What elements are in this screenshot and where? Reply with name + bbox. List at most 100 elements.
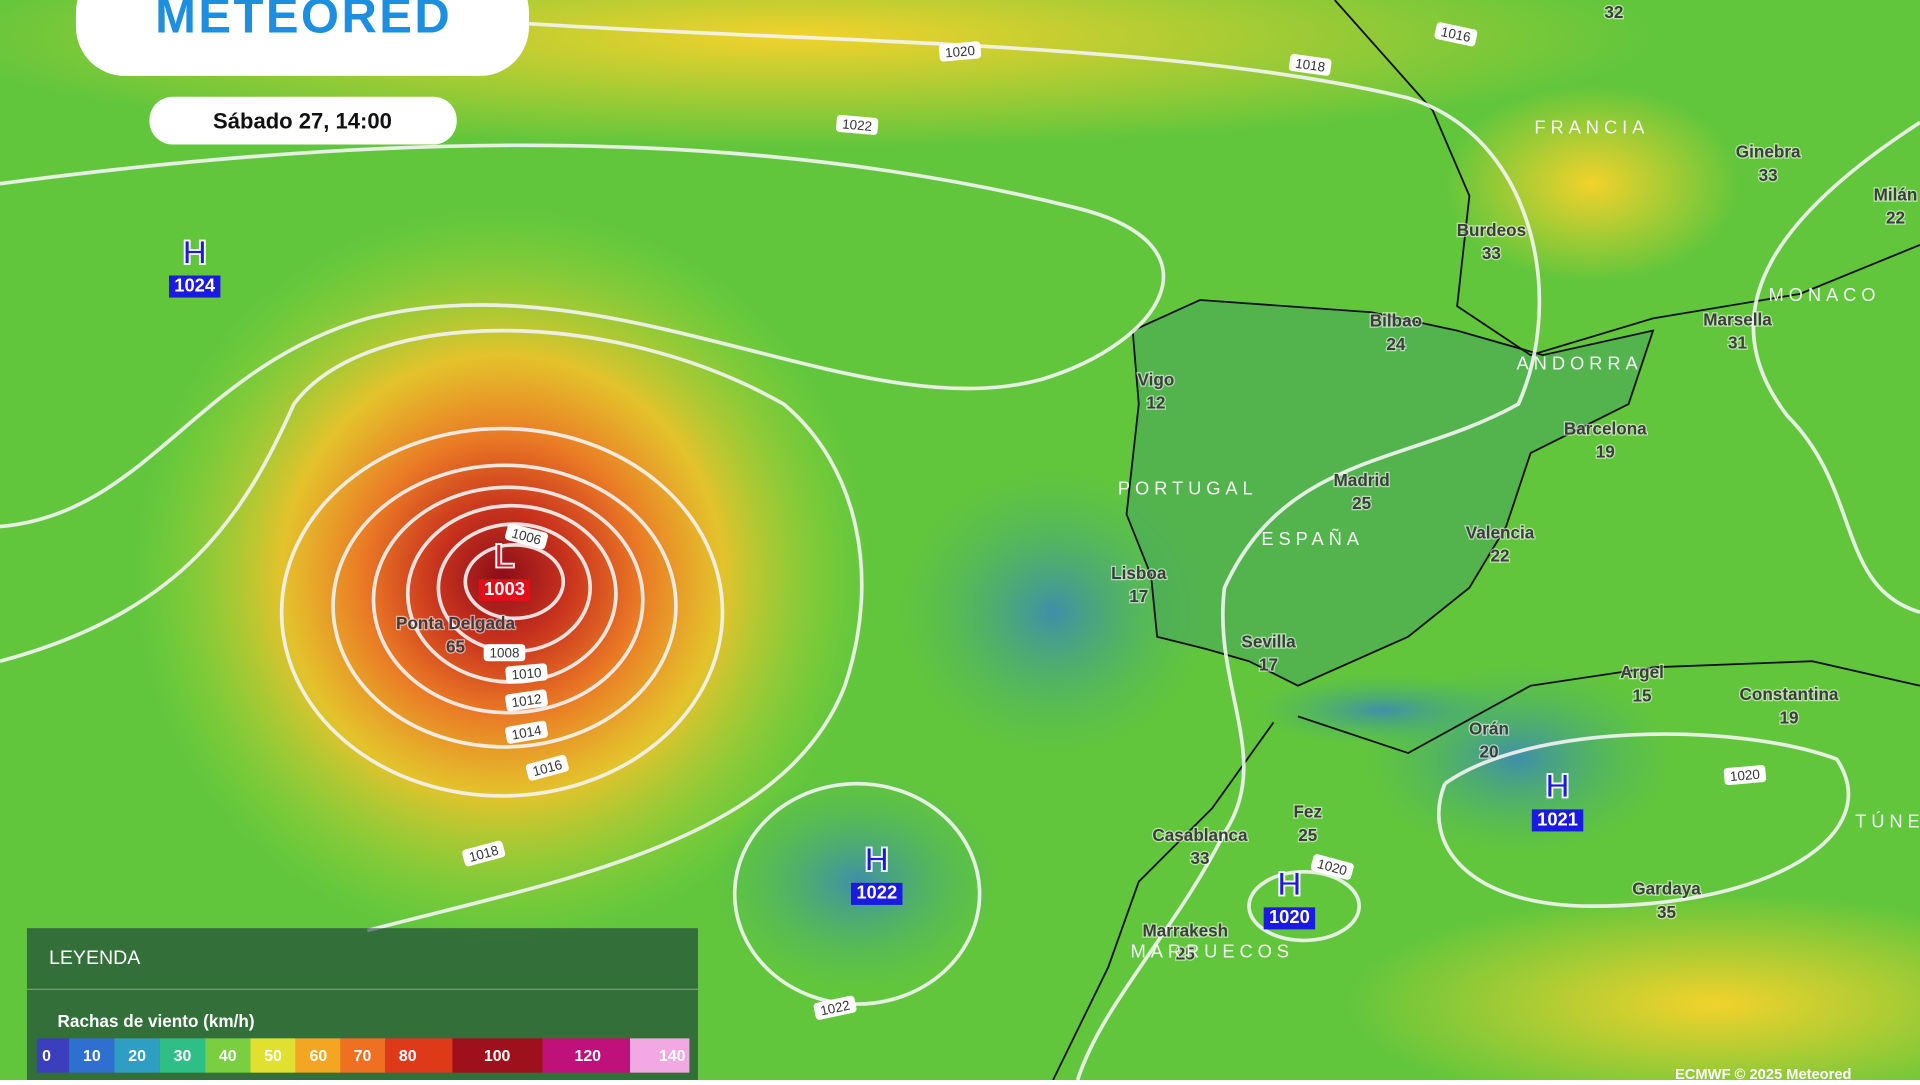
isobar-label-bg xyxy=(1288,53,1332,76)
isobar-label-text: 1016 xyxy=(531,757,564,779)
isobar-label-bg xyxy=(1723,765,1767,786)
city-name: Marsella xyxy=(1703,309,1772,329)
city-gust: 15 xyxy=(1633,685,1653,705)
time-pill xyxy=(149,96,457,145)
legend-label: 60 xyxy=(310,1048,328,1065)
city-gust: 33 xyxy=(1482,243,1501,263)
city-name: Burdeos xyxy=(1457,220,1526,240)
isobar-label-text: 1018 xyxy=(1294,56,1326,75)
city-gust: 19 xyxy=(1596,442,1615,462)
city-gust: 25 xyxy=(1352,493,1372,513)
isobar-label-text: 1014 xyxy=(511,722,544,742)
city-name: Ponta Delgada xyxy=(396,613,515,633)
country-name: ESPAÑA xyxy=(1261,528,1364,549)
city-gust: 65 xyxy=(446,636,466,656)
legend-label: 80 xyxy=(399,1048,417,1065)
city-gust: 22 xyxy=(1490,546,1509,566)
city-name: Bilbao xyxy=(1370,311,1422,331)
isobar-label: 1022 xyxy=(835,114,879,135)
legend-swatch xyxy=(452,1038,543,1073)
isobar-label-bg xyxy=(938,41,982,62)
legend-swatch xyxy=(630,1038,690,1073)
isobar-label-text: 1018 xyxy=(467,843,500,865)
pressure-value: 1024 xyxy=(174,274,216,295)
pressure-value: 1020 xyxy=(1269,906,1310,927)
pressure-kind: H xyxy=(1545,768,1570,806)
pressure-box xyxy=(851,882,903,905)
legend-swatch xyxy=(250,1038,296,1073)
city-gust: 12 xyxy=(1146,393,1165,413)
city-gust: 17 xyxy=(1129,586,1148,606)
isobar-label: 1020 xyxy=(1723,765,1767,786)
isobar-label-text: 1012 xyxy=(511,691,543,710)
city-gust: 25 xyxy=(1176,944,1196,964)
isobar-label-text: 1016 xyxy=(1440,24,1472,45)
legend-label: 120 xyxy=(574,1048,601,1065)
isobar-label-text: 1006 xyxy=(510,525,543,547)
city-name: Valencia xyxy=(1466,522,1535,542)
city-name: Gardaya xyxy=(1632,879,1701,899)
city-gust: 20 xyxy=(1479,742,1498,762)
isobar-label-bg xyxy=(1310,854,1354,880)
isobar-label: 1016 xyxy=(525,754,569,781)
city-gust: 22 xyxy=(1886,208,1905,228)
city-name: Fez xyxy=(1293,802,1322,822)
legend-label: 140 xyxy=(659,1048,686,1065)
city-gust: 33 xyxy=(1190,848,1209,868)
isobar-label-text: 1020 xyxy=(1729,767,1760,785)
country-name: PORTUGAL xyxy=(1118,478,1258,499)
isobar-label-bg xyxy=(525,754,569,781)
isobar-label-bg xyxy=(505,689,548,712)
isobar-label-bg xyxy=(835,114,879,135)
country-name: MARRUECOS xyxy=(1131,940,1294,961)
isobar-label: 1016 xyxy=(1434,22,1478,47)
country-name: ANDORRA xyxy=(1517,353,1643,374)
isobar-label-bg xyxy=(813,995,857,1020)
city-name: Marrakesh xyxy=(1142,920,1228,940)
legend-title: LEYENDA xyxy=(49,947,141,969)
city-name: Casablanca xyxy=(1152,825,1248,845)
brand: METEORED xyxy=(155,0,452,44)
legend-label: 100 xyxy=(484,1048,511,1065)
isobar-label-bg xyxy=(505,523,549,550)
isobar-label-bg xyxy=(505,720,548,744)
isobar-label: 1006 xyxy=(505,523,549,550)
timestamp: Sábado 27, 14:00 xyxy=(213,108,392,133)
legend-swatch xyxy=(205,1038,251,1073)
pressure-value: 1003 xyxy=(484,578,525,599)
isobar-label: 1020 xyxy=(1310,854,1354,880)
legend-label: 50 xyxy=(264,1048,282,1065)
isobar-label: 1022 xyxy=(813,995,857,1020)
isobar-label-text: 1020 xyxy=(944,43,975,61)
pressure-kind: L xyxy=(494,537,515,575)
city-name: Orán xyxy=(1469,718,1509,738)
city-gust: 24 xyxy=(1386,334,1406,354)
isobar-label: 1014 xyxy=(505,720,548,744)
pressure-box xyxy=(1263,907,1316,930)
legend-label: 40 xyxy=(219,1048,237,1065)
legend: LEYENDA Rachas de viento (km/h) 0 10 20 30 4… xyxy=(26,928,698,1085)
city-name: Sevilla xyxy=(1241,631,1296,651)
isobar-label-text: 1010 xyxy=(511,665,542,683)
legend-swatch xyxy=(542,1038,630,1073)
pressure-kind: H xyxy=(182,234,207,272)
legend-swatch xyxy=(385,1038,453,1073)
legend-swatch xyxy=(340,1038,386,1073)
legend-label: 30 xyxy=(174,1048,192,1065)
legend-swatch xyxy=(69,1038,115,1073)
isobar-label-text: 1020 xyxy=(1316,856,1349,878)
isobar-label: 1018 xyxy=(1288,53,1332,76)
city-name: Barcelona xyxy=(1564,418,1647,438)
pressure-box xyxy=(1531,809,1584,832)
legend-swatch xyxy=(159,1038,206,1073)
pressure-box xyxy=(168,275,221,298)
isobar-label: 1012 xyxy=(505,689,548,712)
legend-swatch xyxy=(36,1038,70,1073)
city-name: Ginebra xyxy=(1736,142,1801,162)
city-gust: 31 xyxy=(1728,333,1748,353)
city-name: Milán xyxy=(1874,184,1918,204)
country-name: TÚNEZ xyxy=(1855,811,1920,832)
legend-label: 70 xyxy=(354,1048,372,1065)
